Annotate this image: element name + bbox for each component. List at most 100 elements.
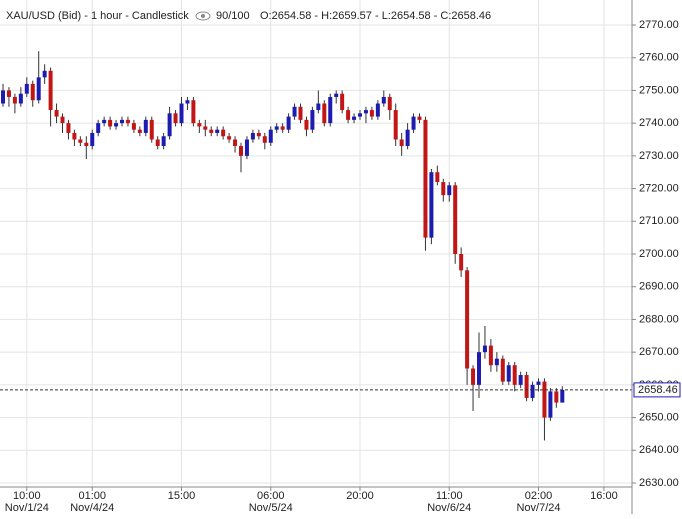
candle-body (381, 96, 386, 104)
candle-body (316, 103, 321, 111)
candle-body (72, 132, 77, 140)
x-tick-label: 01:00 (78, 490, 106, 502)
ohlc-readout: O:2654.58 - H:2659.57 - L:2654.58 - C:26… (260, 10, 491, 22)
candle-body (18, 93, 23, 104)
x-tick-label: 02:00 (525, 490, 553, 502)
candle-body (429, 172, 434, 238)
x-date-label: Nov/1/24 (5, 502, 49, 514)
candle-body (393, 110, 398, 140)
candle-body (340, 93, 345, 111)
y-tick-label: 2700.00 (639, 248, 679, 260)
candle-body (233, 139, 238, 147)
candle-body (1, 90, 5, 104)
candle-body (167, 113, 172, 137)
x-tick-label: 06:00 (257, 490, 285, 502)
candle-body (125, 119, 130, 124)
y-tick-label: 2770.00 (639, 19, 679, 31)
y-tick-label: 2760.00 (639, 52, 679, 64)
candle-body (244, 139, 249, 156)
candle-body (482, 345, 487, 353)
candle-body (179, 103, 184, 124)
y-tick-label: 2690.00 (639, 281, 679, 293)
x-tick-label: 20:00 (346, 490, 374, 502)
candle-body (6, 90, 11, 97)
candle-body (310, 110, 315, 130)
eye-icon (195, 11, 211, 21)
candle-body (120, 119, 124, 124)
candle-body (494, 358, 499, 366)
candle-body (453, 185, 458, 254)
candle-body (48, 70, 53, 111)
candle-body (12, 96, 17, 104)
visible-count: 90/100 (216, 10, 250, 22)
candle-body (96, 123, 101, 133)
last-price-box (633, 382, 681, 398)
candle-body (530, 384, 535, 398)
candle-body (131, 123, 136, 130)
candle-body (328, 96, 333, 124)
y-tick-label: 2710.00 (639, 215, 679, 227)
candle-body (102, 119, 107, 124)
candle-body (24, 83, 29, 94)
candle-body (411, 116, 416, 130)
candle-body (42, 70, 47, 78)
candle-body (304, 119, 309, 130)
candle-body (506, 365, 511, 382)
y-tick-label: 2740.00 (639, 117, 679, 129)
x-date-label: Nov/5/24 (249, 502, 293, 514)
candle-body (215, 129, 220, 133)
candle-body (358, 113, 362, 117)
candle-body (512, 365, 517, 385)
candle-body (399, 139, 404, 147)
candle-body (500, 358, 505, 382)
candle-body (369, 110, 374, 117)
candle-body (334, 93, 339, 97)
candle-body (387, 96, 392, 111)
candle-body (66, 123, 71, 133)
candle-body (36, 77, 41, 101)
candle-body (30, 83, 35, 101)
candle-body (405, 129, 410, 147)
candle-body (114, 123, 119, 127)
candle-body (203, 126, 208, 130)
candle-body (149, 119, 154, 140)
candle-body (221, 129, 226, 137)
candle-body (78, 139, 83, 143)
candle-body (322, 103, 327, 124)
y-tick-label: 2640.00 (639, 444, 679, 456)
candle-body (471, 368, 476, 385)
y-tick-label: 2680.00 (639, 313, 679, 325)
candle-body (250, 132, 255, 140)
candle-body (173, 113, 178, 124)
chart-title: XAU/USD (Bid) - 1 hour - Candlestick (6, 10, 189, 22)
y-tick-label: 2650.00 (639, 411, 679, 423)
candle-body (262, 136, 267, 143)
y-tick-label: 2730.00 (639, 150, 679, 162)
x-date-label: Nov/7/24 (516, 502, 560, 514)
candle-body (363, 110, 368, 114)
candle-body (524, 375, 529, 398)
candle-body (54, 110, 59, 117)
x-tick-label: 16:00 (590, 490, 618, 502)
candle-body (268, 129, 273, 143)
last-price-label: 2658.46 (638, 384, 678, 396)
y-tick-label: 2630.00 (639, 477, 679, 489)
candle-body (417, 116, 422, 120)
candle-body (155, 139, 160, 147)
y-tick-label: 2720.00 (639, 182, 679, 194)
candle-body (286, 116, 291, 130)
candle-body (274, 126, 279, 130)
y-tick-label: 2670.00 (639, 346, 679, 358)
candle-body (423, 119, 428, 238)
candle-body (143, 119, 148, 133)
candle-body (280, 126, 285, 130)
candle-body (548, 391, 553, 418)
candle-body (542, 381, 547, 418)
candle-body (346, 110, 351, 120)
candle-body (465, 270, 470, 369)
candle-body (435, 172, 440, 183)
candle-body (560, 389, 565, 403)
candle-body (477, 352, 481, 385)
